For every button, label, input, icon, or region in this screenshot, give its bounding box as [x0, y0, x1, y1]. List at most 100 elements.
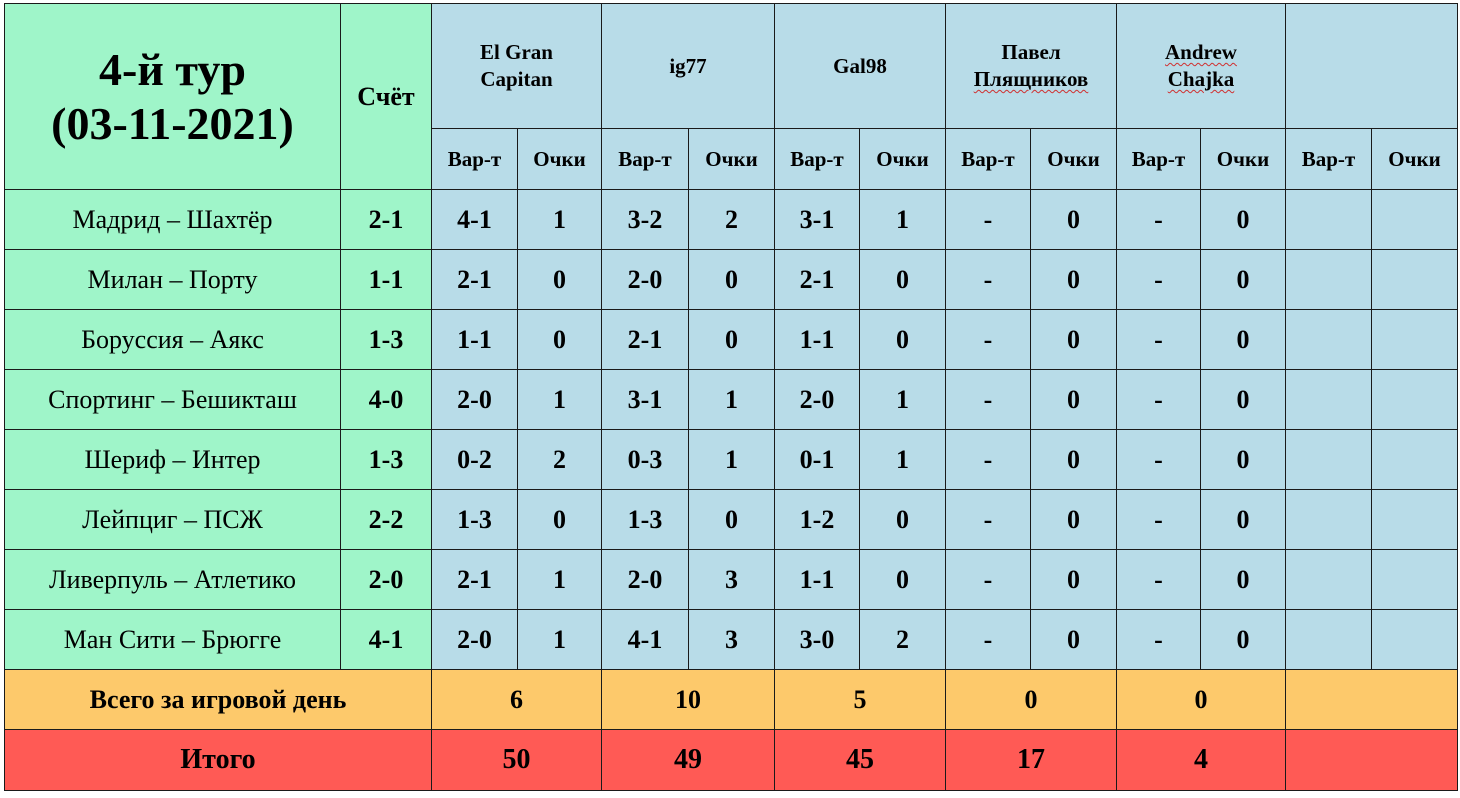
prediction-cell: -: [945, 249, 1031, 310]
prediction-cell: -: [1116, 429, 1201, 490]
prediction-header: Вар-т: [774, 128, 860, 190]
player-name: Павел Плящников: [945, 3, 1117, 129]
match-score: 1-1: [340, 249, 432, 310]
prediction-cell: 3-1: [601, 369, 689, 430]
player-name-line1: Павел: [1001, 40, 1061, 64]
points-cell: 3: [688, 609, 775, 670]
prediction-cell: -: [1116, 249, 1201, 310]
points-cell: 0: [1200, 609, 1286, 670]
results-table: 4-й тур (03-11-2021) Счёт El Gran Capita…: [4, 3, 1458, 791]
day-total-label: Всего за игровой день: [4, 669, 432, 730]
match-score: 1-3: [340, 429, 432, 490]
points-cell: 0: [1030, 309, 1117, 370]
player-name: El Gran Capitan: [431, 3, 602, 129]
prediction-cell: 2-0: [774, 369, 860, 430]
prediction-cell: 2-0: [431, 369, 518, 430]
player-name-line2: Capitan: [480, 67, 553, 91]
points-cell: 0: [1030, 249, 1117, 310]
day-total-value: 10: [601, 669, 775, 730]
points-cell: 1: [859, 369, 946, 430]
points-header: Очки: [1371, 128, 1458, 190]
points-cell: 1: [517, 369, 602, 430]
prediction-cell: 0-1: [774, 429, 860, 490]
prediction-cell: 3-1: [774, 189, 860, 250]
round-title-line1: 4-й тур: [99, 43, 246, 95]
prediction-header: Вар-т: [601, 128, 689, 190]
points-cell: 0: [1030, 189, 1117, 250]
match-score: 2-1: [340, 189, 432, 250]
points-cell: 0: [1030, 549, 1117, 610]
points-cell: 0: [1030, 609, 1117, 670]
prediction-cell: [1285, 609, 1372, 670]
prediction-cell: -: [945, 549, 1031, 610]
player-name-line2: Плящников: [973, 67, 1089, 91]
prediction-cell: 1-1: [774, 549, 860, 610]
match-score: 1-3: [340, 309, 432, 370]
match-row: Боруссия – Аякс 1-3 1-1 0 2-1 0 1-1 0-0-0: [4, 309, 1458, 370]
points-cell: [1371, 609, 1458, 670]
day-total-value: 0: [1116, 669, 1286, 730]
points-cell: 3: [688, 549, 775, 610]
player-name: Gal98: [774, 3, 946, 129]
match-row: Милан – Порту 1-1 2-1 0 2-0 0 2-1 0-0-0: [4, 249, 1458, 310]
points-cell: 1: [517, 609, 602, 670]
match-teams: Милан – Порту: [4, 249, 341, 310]
points-cell: 0: [859, 309, 946, 370]
match-row: Шериф – Интер 1-3 0-2 2 0-3 1 0-1 1-0-0: [4, 429, 1458, 490]
points-cell: [1371, 309, 1458, 370]
grand-total-value: 17: [945, 729, 1117, 791]
match-teams: Боруссия – Аякс: [4, 309, 341, 370]
match-teams: Шериф – Интер: [4, 429, 341, 490]
prediction-cell: -: [1116, 549, 1201, 610]
points-cell: 1: [517, 549, 602, 610]
prediction-cell: [1285, 249, 1372, 310]
prediction-cell: 2-0: [431, 609, 518, 670]
points-cell: 0: [1200, 429, 1286, 490]
points-cell: 0: [1200, 549, 1286, 610]
points-cell: 2: [688, 189, 775, 250]
prediction-cell: 2-1: [431, 249, 518, 310]
grand-total-row: Итого 50 49 45 17 4: [4, 729, 1458, 791]
points-cell: 0: [1200, 249, 1286, 310]
match-score: 2-0: [340, 549, 432, 610]
match-teams: Лейпциг – ПСЖ: [4, 489, 341, 550]
match-teams: Спортинг – Бешикташ: [4, 369, 341, 430]
prediction-cell: 2-1: [774, 249, 860, 310]
match-score: 2-2: [340, 489, 432, 550]
points-cell: 0: [1200, 489, 1286, 550]
prediction-cell: -: [945, 429, 1031, 490]
prediction-cell: -: [1116, 609, 1201, 670]
prediction-cell: 1-2: [774, 489, 860, 550]
points-cell: 0: [1200, 189, 1286, 250]
score-column-header: Счёт: [340, 3, 432, 190]
points-header: Очки: [1030, 128, 1117, 190]
points-cell: [1371, 369, 1458, 430]
prediction-cell: -: [945, 369, 1031, 430]
points-cell: 1: [688, 429, 775, 490]
prediction-cell: -: [945, 609, 1031, 670]
points-cell: 0: [859, 249, 946, 310]
prediction-cell: 4-1: [431, 189, 518, 250]
prediction-cell: [1285, 189, 1372, 250]
points-cell: 0: [859, 549, 946, 610]
points-cell: 0: [517, 309, 602, 370]
points-cell: 1: [688, 369, 775, 430]
player-name-line1: El Gran: [480, 40, 553, 64]
points-cell: 0: [1030, 489, 1117, 550]
match-row: Спортинг – Бешикташ 4-0 2-0 1 3-1 1 2-0 1-0-0: [4, 369, 1458, 430]
grand-total-value: 50: [431, 729, 602, 791]
points-cell: 2: [517, 429, 602, 490]
match-row: Мадрид – Шахтёр 2-1 4-1 1 3-2 2 3-1 1-0-0: [4, 189, 1458, 250]
points-cell: 0: [688, 249, 775, 310]
prediction-cell: [1285, 489, 1372, 550]
prediction-header: Вар-т: [431, 128, 518, 190]
match-row: Ливерпуль – Атлетико 2-0 2-1 1 2-0 3 1-1 0-0-0: [4, 549, 1458, 610]
subheader-row: Вар-т Очки Вар-т Очки Вар-т Очки Вар-т О…: [5, 128, 1458, 190]
prediction-cell: -: [945, 489, 1031, 550]
match-row: Лейпциг – ПСЖ 2-2 1-3 0 1-3 0 1-2 0-0-0: [4, 489, 1458, 550]
round-date: (03-11-2021): [51, 97, 294, 149]
grand-total-value: 45: [774, 729, 946, 791]
points-cell: 1: [859, 189, 946, 250]
points-cell: [1371, 189, 1458, 250]
prediction-cell: 1-3: [431, 489, 518, 550]
